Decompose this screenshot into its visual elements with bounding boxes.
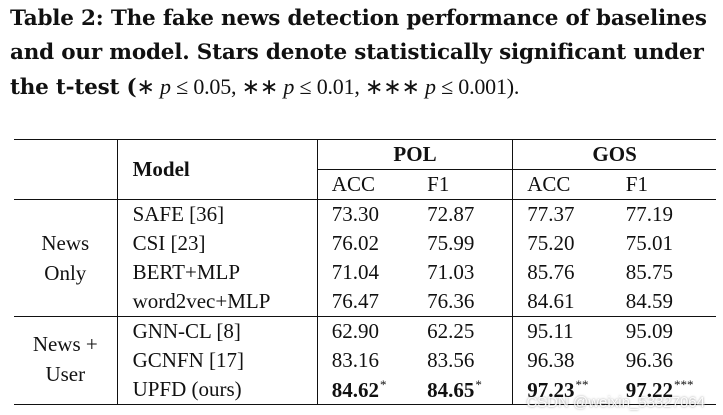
model-name: CSI [23] xyxy=(116,229,318,258)
math-star-1: ∗ xyxy=(136,74,161,99)
gos-f1: 95.09 xyxy=(611,316,716,346)
caption-line-1: Table 2: The fake news detection perform… xyxy=(10,6,707,31)
math-p-1: p xyxy=(160,74,171,99)
table-row: GCNFN [17] 83.16 83.56 96.38 96.36 xyxy=(14,346,716,375)
pol-acc-ours: 84.62* xyxy=(316,375,414,405)
pol-f1-ours: 84.65* xyxy=(413,375,513,405)
table-row: News Only SAFE [36] 73.30 72.87 77.37 77.… xyxy=(14,199,716,317)
table-row: CSI [23] 76.02 75.99 75.20 75.01 xyxy=(14,229,716,258)
group-label-news-user: News + User xyxy=(14,316,118,405)
gos-f1: 84.59 xyxy=(625,289,674,313)
caption-line-2: and our model. Stars denote statisticall… xyxy=(10,40,704,65)
header-group-cell xyxy=(14,139,118,200)
math-threshold-1: ≤ 0.05, ∗∗ xyxy=(170,74,284,99)
group-label-line-2: User xyxy=(45,362,86,386)
group-label-line-1: News xyxy=(41,231,90,255)
table-row: News + User GNN-CL [8] 62.90 62.25 95.11 … xyxy=(14,316,716,405)
gos-acc: 95.11 xyxy=(512,316,612,346)
gos-f1: 96.36 xyxy=(625,348,674,372)
gos-acc: 77.37 xyxy=(512,199,612,229)
group-label-line-2: Only xyxy=(44,261,87,285)
gos-f1: 75.01 xyxy=(625,231,674,255)
math-p-3: p xyxy=(425,74,436,99)
gos-f1: 85.75 xyxy=(625,260,674,284)
model-name: word2vec+MLP xyxy=(116,287,318,317)
significance-star: ** xyxy=(575,376,589,392)
gos-acc: 85.76 xyxy=(512,258,612,287)
value: 97.23 xyxy=(527,377,575,402)
pol-acc: 83.16 xyxy=(316,346,414,375)
value: 97.22 xyxy=(625,377,674,402)
pol-acc: 62.90 xyxy=(316,316,414,346)
model-name: GCNFN [17] xyxy=(116,346,318,375)
table-row: word2vec+MLP 76.47 76.36 84.61 84.59 xyxy=(14,287,716,317)
header-gos-acc: ACC xyxy=(512,169,612,200)
model-name: BERT+MLP xyxy=(116,258,318,287)
pol-f1: 72.87 xyxy=(413,199,513,229)
caption-line-3-prefix: the t-test ( xyxy=(10,75,137,100)
group-label-line-1: News + xyxy=(32,332,98,356)
results-table: Model POL GOS ACC F1 ACC F1 News Only SAF… xyxy=(14,139,716,405)
group-label-news-only: News Only xyxy=(14,199,118,317)
math-threshold-2: ≤ 0.01, ∗∗∗ xyxy=(294,74,425,99)
pol-f1: 76.36 xyxy=(427,289,475,313)
pol-f1: 83.56 xyxy=(427,348,475,372)
pol-f1: 71.03 xyxy=(427,260,475,284)
header-gos-f1: F1 xyxy=(625,172,648,196)
table-caption: Table 2: The fake news detection perform… xyxy=(10,2,715,105)
significance-star: *** xyxy=(674,376,694,392)
pol-f1: 62.25 xyxy=(413,316,513,346)
gos-f1: 77.19 xyxy=(611,199,716,229)
significance-notation: ∗ p ≤ 0.05, ∗∗ p ≤ 0.01, ∗∗∗ p ≤ 0.001). xyxy=(137,74,520,99)
pol-acc: 71.04 xyxy=(316,258,414,287)
table-row: BERT+MLP 71.04 71.03 85.76 85.75 xyxy=(14,258,716,287)
gos-acc: 96.38 xyxy=(512,346,612,375)
header-pol: POL xyxy=(316,139,513,170)
header-pol-acc: ACC xyxy=(316,169,414,200)
gos-acc: 75.20 xyxy=(512,229,612,258)
header-model: Model xyxy=(116,139,318,200)
significance-star: * xyxy=(475,376,482,392)
model-name: SAFE [36] xyxy=(116,199,318,229)
header-gos: GOS xyxy=(512,139,716,170)
value: 84.65 xyxy=(427,377,475,402)
header-pol-f1: F1 xyxy=(427,172,450,196)
pol-acc: 73.30 xyxy=(316,199,414,229)
pol-acc: 76.02 xyxy=(316,229,414,258)
caption-line-3: the t-test (∗ p ≤ 0.05, ∗∗ p ≤ 0.01, ∗∗∗… xyxy=(10,70,715,105)
model-name-ours: UPFD (ours) xyxy=(116,375,318,405)
math-threshold-3: ≤ 0.001). xyxy=(435,74,520,99)
math-p-2: p xyxy=(283,74,295,99)
significance-star: * xyxy=(380,376,387,392)
gos-acc: 84.61 xyxy=(512,287,612,317)
pol-acc: 76.47 xyxy=(316,287,414,317)
gos-f1-ours: 97.22*** xyxy=(611,375,716,405)
header-row-1: Model POL GOS xyxy=(14,139,716,200)
header-row-2: ACC F1 ACC F1 xyxy=(14,169,716,200)
pol-f1: 75.99 xyxy=(427,231,475,255)
table-row-ours: UPFD (ours) 84.62* 84.65* 97.23** 97.22*… xyxy=(14,375,716,405)
value: 84.62 xyxy=(331,377,380,402)
watermark: CSDN @weixin_53327064 xyxy=(526,394,705,411)
gos-acc-ours: 97.23** xyxy=(512,375,612,405)
model-name: GNN-CL [8] xyxy=(116,316,318,346)
